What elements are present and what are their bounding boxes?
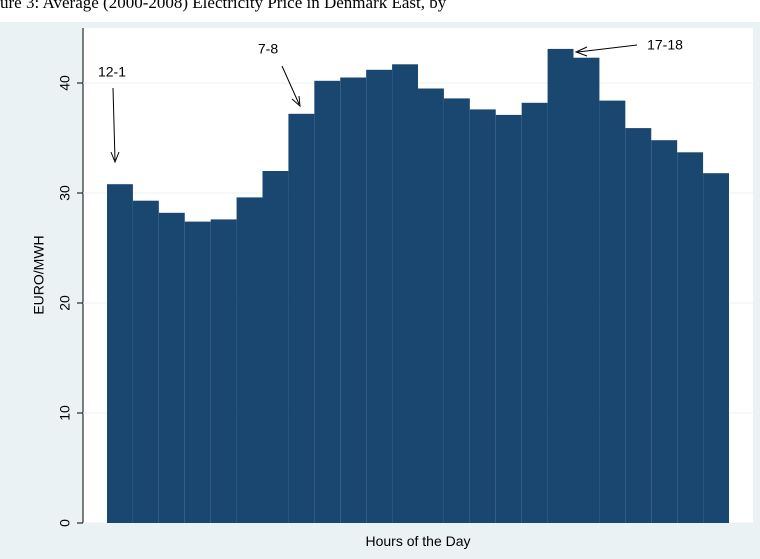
y-tick-label: 10 bbox=[57, 405, 73, 421]
bar bbox=[184, 221, 211, 523]
annotation-arrows bbox=[110, 44, 638, 164]
bar bbox=[366, 69, 393, 524]
y-tick-label: 0 bbox=[57, 519, 73, 527]
chart-title: ure 3: Average (2000-2008) Electricity P… bbox=[0, 0, 447, 12]
bar bbox=[469, 109, 496, 524]
y-tick-label: 40 bbox=[57, 75, 73, 91]
bar bbox=[158, 212, 185, 524]
bar bbox=[262, 171, 289, 523]
x-axis-label: Hours of the Day bbox=[365, 533, 470, 549]
bar bbox=[703, 173, 729, 523]
annotation: 17-18 bbox=[647, 37, 683, 53]
bar bbox=[392, 64, 418, 524]
bar bbox=[210, 219, 237, 523]
bar bbox=[625, 128, 652, 523]
bar bbox=[677, 152, 704, 524]
y-tick-label: 30 bbox=[57, 185, 73, 201]
bar bbox=[340, 77, 367, 523]
bar bbox=[288, 113, 315, 524]
bar bbox=[314, 80, 341, 524]
bar bbox=[651, 140, 678, 523]
y-axis-label: EURO/MWH bbox=[31, 235, 47, 314]
bar bbox=[418, 88, 444, 523]
bar bbox=[547, 48, 574, 524]
bar bbox=[573, 57, 600, 523]
bar bbox=[495, 114, 522, 524]
y-tick-label: 20 bbox=[57, 295, 73, 311]
bar bbox=[443, 98, 470, 524]
bar bbox=[521, 102, 548, 524]
bar bbox=[107, 184, 133, 523]
bar bbox=[132, 200, 159, 523]
annotation: 7-8 bbox=[258, 41, 278, 57]
bar bbox=[236, 197, 263, 523]
bar bbox=[599, 100, 626, 523]
annotation: 12-1 bbox=[98, 64, 126, 80]
